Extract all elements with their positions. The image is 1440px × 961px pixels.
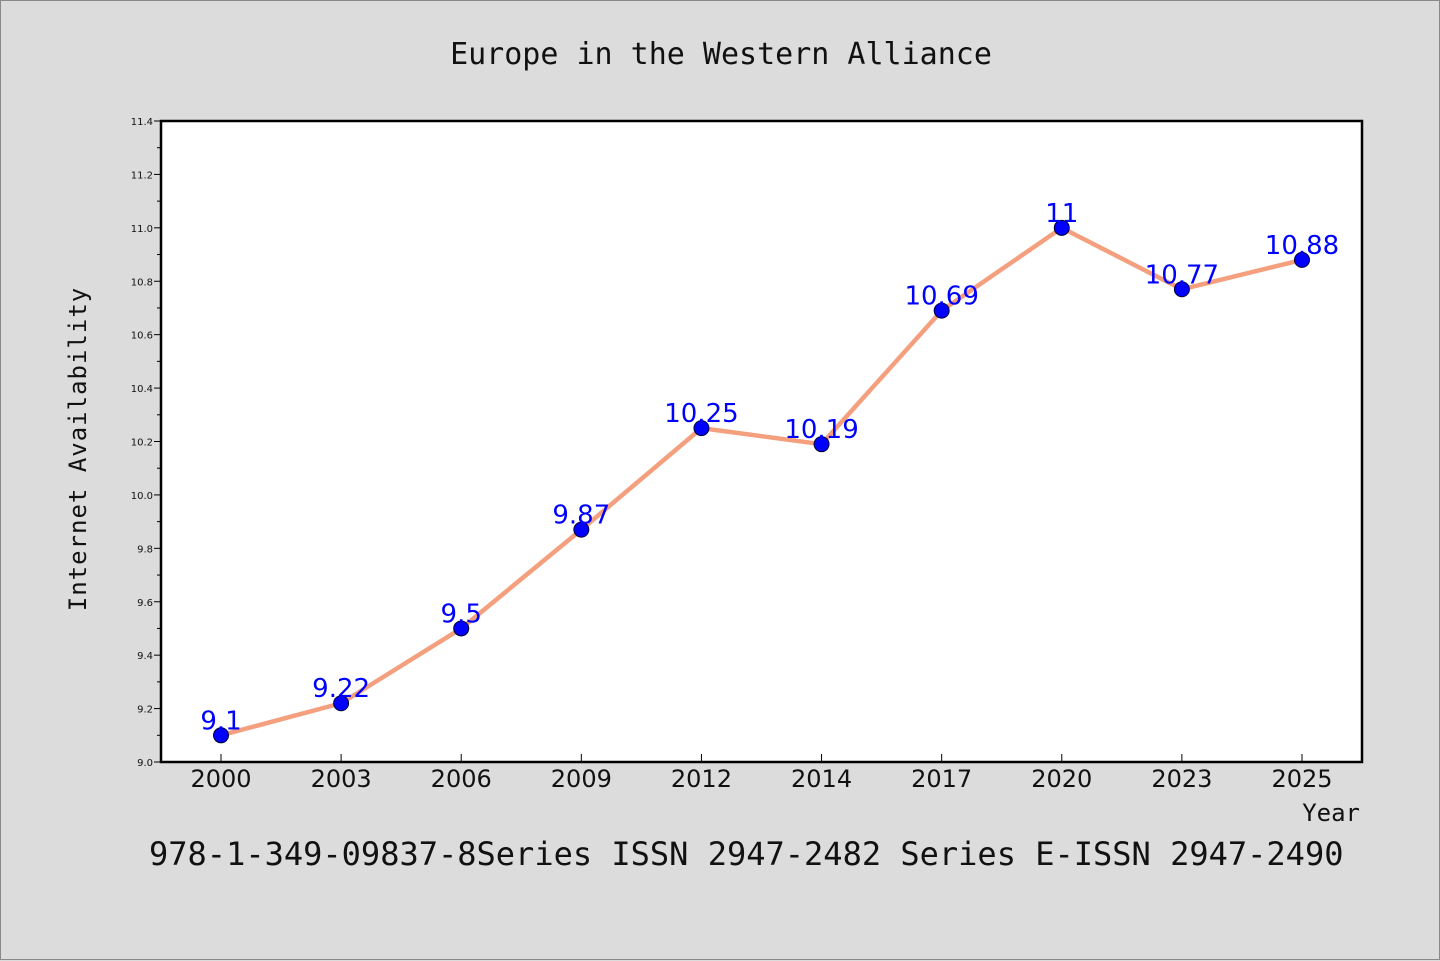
y-tick-label: 9.4 — [137, 651, 153, 662]
data-point — [693, 420, 710, 437]
x-tick-label: 2023 — [1151, 765, 1212, 793]
y-tick-label: 10.0 — [131, 491, 153, 502]
data-label: 10.88 — [1265, 231, 1339, 261]
y-tick-label: 11.2 — [131, 170, 153, 181]
x-axis: 2000 2003 2006 2009 2012 2014 2017 2020 2023 2025 — [190, 754, 1333, 793]
data-label: 10.19 — [784, 415, 858, 445]
y-tick-label: 9.8 — [137, 544, 153, 555]
series-layer: 9.1 9.22 9.5 9.87 10.25 10.19 10.69 11 10.77 10.8… — [200, 199, 1339, 744]
plot-area — [159, 119, 1364, 764]
data-label: 9.1 — [200, 706, 241, 736]
y-tick-label: 10.8 — [131, 277, 153, 288]
y-tick-label: 10.2 — [131, 438, 153, 449]
x-tick-label: 2012 — [671, 765, 732, 793]
y-tick-label: 10.6 — [131, 331, 153, 342]
y-tick-label: 11.0 — [131, 224, 153, 235]
data-point — [453, 620, 470, 637]
footer-isbn-issn: 978-1-349-09837-8Series ISSN 2947-2482 S… — [149, 835, 1343, 873]
data-label: 9.5 — [441, 599, 482, 629]
x-tick-label: 2003 — [311, 765, 372, 793]
x-tick-label: 2006 — [431, 765, 492, 793]
data-label: 10.77 — [1145, 260, 1219, 290]
y-tick-label: 9.2 — [137, 705, 153, 716]
y-tick-label: 11.4 — [131, 117, 153, 128]
data-point — [333, 695, 350, 712]
data-point — [213, 727, 229, 744]
data-label: 11 — [1045, 199, 1078, 229]
chart-title: Europe in the Western Alliance — [450, 37, 992, 72]
y-tick-label: 10.4 — [131, 384, 153, 395]
data-point — [1294, 251, 1310, 268]
data-point — [1053, 219, 1070, 236]
data-point — [933, 302, 950, 319]
data-point — [813, 436, 830, 453]
x-tick-label: 2000 — [190, 765, 251, 793]
x-tick-label: 2020 — [1031, 765, 1092, 793]
data-point — [1173, 281, 1190, 298]
y-axis-label: Internet Availability — [64, 287, 92, 611]
y-tick-label: 9.6 — [137, 598, 153, 609]
y-axis: 9.0 9.2 9.4 9.6 9.8 10.0 10.2 10.4 10.6 10.8 11.0 1… — [131, 117, 161, 769]
data-point — [573, 521, 590, 538]
x-tick-label: 2025 — [1271, 765, 1332, 793]
data-label: 10.69 — [904, 282, 978, 312]
x-tick-label: 2014 — [791, 765, 852, 793]
x-axis-label: Year — [1302, 799, 1360, 827]
data-label: 9.87 — [552, 501, 610, 531]
x-tick-label: 2009 — [551, 765, 612, 793]
y-tick-label: 9.0 — [137, 758, 153, 769]
series-line — [218, 225, 1305, 738]
data-label: 10.25 — [664, 399, 738, 429]
x-tick-label: 2017 — [911, 765, 972, 793]
data-label: 9.22 — [312, 674, 370, 704]
